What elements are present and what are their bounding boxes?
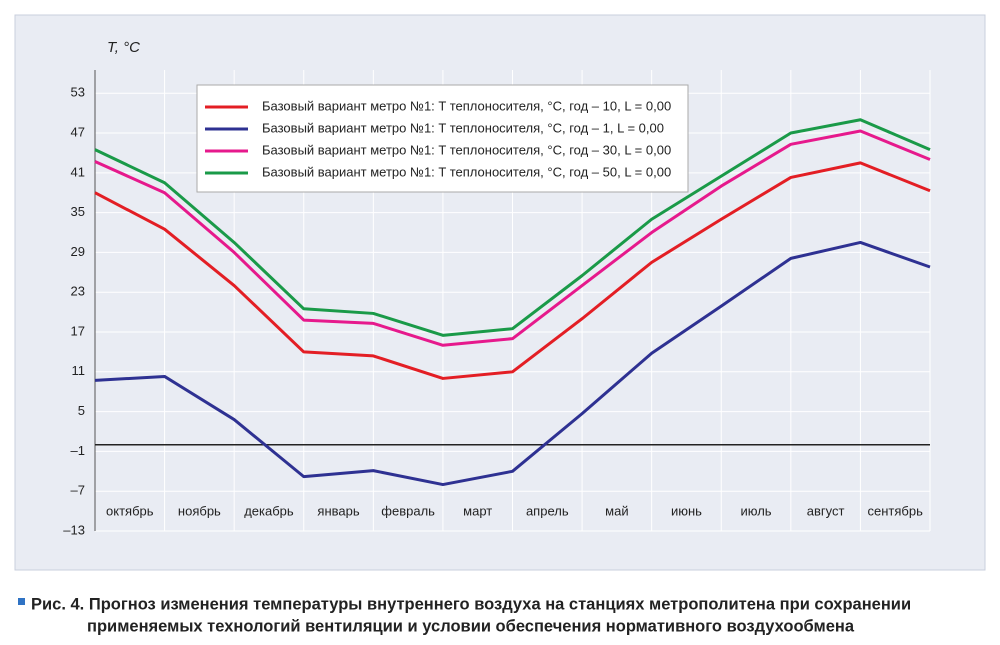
y-tick-label: –13 <box>63 522 85 537</box>
y-tick-label: 53 <box>71 85 85 100</box>
legend-label: Базовый вариант метро №1: T теплоносител… <box>262 164 671 179</box>
y-tick-label: 41 <box>71 164 85 179</box>
legend-label: Базовый вариант метро №1: T теплоносител… <box>262 120 664 135</box>
caption: Рис. 4. Прогноз изменения температуры вн… <box>31 595 911 613</box>
y-tick-label: 5 <box>78 403 85 418</box>
y-tick-label: 29 <box>71 244 85 259</box>
legend-label: Базовый вариант метро №1: T теплоносител… <box>262 142 671 157</box>
x-tick-label: октябрь <box>106 503 154 518</box>
legend-label: Базовый вариант метро №1: T теплоносител… <box>262 98 671 113</box>
series-line <box>94 129 931 347</box>
x-tick-label: июнь <box>671 503 702 518</box>
x-tick-label: май <box>605 503 628 518</box>
x-tick-label: апрель <box>526 503 569 518</box>
y-tick-label: 47 <box>71 124 85 139</box>
caption: применяемых технологий вентиляции и усло… <box>87 617 855 635</box>
y-tick-label: –1 <box>71 443 85 458</box>
y-tick-label: 35 <box>71 204 85 219</box>
series-line <box>94 118 931 337</box>
y-axis-label: T, °C <box>107 39 140 56</box>
series-line <box>94 240 931 487</box>
x-tick-label: февраль <box>381 503 435 518</box>
y-tick-label: 17 <box>71 323 85 338</box>
x-tick-label: декабрь <box>244 503 294 518</box>
y-tick-label: 11 <box>72 363 86 378</box>
x-tick-label: март <box>463 503 492 518</box>
y-tick-label: –7 <box>71 483 85 498</box>
x-tick-label: август <box>807 503 845 518</box>
series-line <box>94 161 931 380</box>
x-tick-label: январь <box>317 503 359 518</box>
x-tick-label: сентябрь <box>868 503 924 518</box>
legend-box <box>196 84 689 193</box>
x-tick-label: июль <box>740 503 771 518</box>
y-tick-label: 23 <box>71 284 85 299</box>
caption-bullet <box>18 598 25 605</box>
x-tick-label: ноябрь <box>178 503 221 518</box>
